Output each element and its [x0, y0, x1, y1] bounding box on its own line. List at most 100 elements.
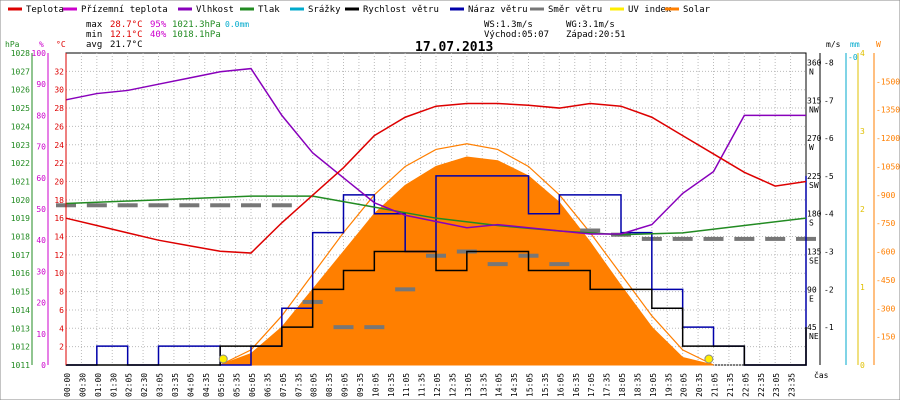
wind-dir-tick-4: 180 — [807, 210, 822, 219]
temperature-tick-11: 22 — [54, 159, 64, 168]
time-tick-30: 15:05 — [526, 373, 535, 397]
wind-dir-label-2: E — [809, 294, 814, 303]
pressure-tick-7: 1018 — [11, 233, 30, 242]
solar-tick-8: -1200 — [876, 134, 900, 143]
wind-speed-tick-6: -6 — [824, 134, 834, 143]
wind-speed-tick-7: -7 — [824, 96, 834, 105]
temperature-tick-8: 16 — [54, 214, 64, 223]
temperature-tick-12: 24 — [54, 141, 64, 150]
pressure-tick-1: 1012 — [11, 343, 30, 352]
temperature-tick-7: 14 — [54, 233, 64, 242]
stat-max-hum: 95% — [150, 20, 167, 30]
solar-unit: W — [876, 40, 881, 49]
pressure-tick-17: 1028 — [11, 49, 30, 58]
time-tick-26: 13:05 — [464, 373, 473, 397]
time-tick-32: 16:05 — [556, 373, 565, 397]
pressure-tick-6: 1017 — [11, 251, 30, 260]
wind-dir-mark-22 — [734, 236, 755, 241]
time-tick-17: 08:35 — [325, 373, 334, 397]
sun-marker-0 — [218, 354, 228, 364]
wind-dir-mark-2 — [117, 203, 138, 208]
legend-label-6: Náraz větru — [468, 5, 528, 15]
wind-speed-tick-2: -2 — [824, 285, 834, 294]
rain-tick-0: -0 — [848, 53, 858, 62]
time-tick-12: 06:05 — [248, 373, 257, 397]
wind-dir-mark-14 — [487, 262, 508, 267]
sunrise-time: Východ:05:07 — [484, 30, 549, 40]
wind-dir-tick-1: 45 — [807, 323, 817, 332]
sun-marker-1 — [704, 354, 714, 364]
time-tick-47: 23:35 — [788, 373, 797, 397]
wind-dir-mark-5 — [210, 203, 231, 208]
wind-dir-mark-16 — [549, 262, 570, 267]
humidity-tick-6: 60 — [36, 174, 46, 183]
legend-label-9: Solar — [683, 5, 711, 15]
legend-label-4: Srážky — [308, 5, 341, 15]
temperature-tick-6: 12 — [54, 251, 64, 260]
wind-dir-mark-9 — [333, 325, 354, 330]
wind-dir-label-4: S — [809, 219, 814, 228]
time-tick-33: 16:35 — [572, 373, 581, 397]
time-tick-0: 00:00 — [63, 373, 72, 397]
time-tick-40: 20:05 — [680, 373, 689, 397]
solar-tick-5: -750 — [876, 219, 895, 228]
time-tick-15: 07:35 — [294, 373, 303, 397]
humidity-tick-2: 20 — [36, 299, 46, 308]
time-tick-13: 06:35 — [263, 373, 272, 397]
temperature-tick-3: 6 — [59, 306, 64, 315]
humidity-unit: % — [39, 40, 44, 49]
axes-layer: 1011101210131014101510161017101810191020… — [11, 49, 900, 397]
pressure-tick-16: 1027 — [11, 67, 30, 76]
wind-speed-tick-5: -5 — [824, 172, 834, 181]
time-tick-46: 23:05 — [772, 373, 781, 397]
humidity-tick-8: 80 — [36, 111, 46, 120]
stat-max-press: 1021.3hPa — [172, 20, 221, 30]
wind-speed-tick-3: -3 — [824, 248, 834, 257]
time-tick-27: 13:35 — [479, 373, 488, 397]
time-tick-18: 09:05 — [341, 373, 350, 397]
wind-dir-label-6: W — [809, 143, 814, 152]
humidity-tick-4: 40 — [36, 236, 46, 245]
humidity-tick-5: 50 — [36, 205, 46, 214]
stat-min-press: 1018.1hPa — [172, 30, 221, 40]
uv-tick-3: 3 — [860, 127, 865, 136]
legend-label-7: Směr větru — [548, 5, 602, 15]
humidity-tick-1: 10 — [36, 330, 46, 339]
wind-dir-mark-3 — [148, 203, 169, 208]
humidity-tick-0: 0 — [41, 361, 46, 370]
time-tick-28: 14:05 — [495, 373, 504, 397]
time-tick-25: 12:35 — [448, 373, 457, 397]
info-layer: max 28.7°C 95% 1021.3hPa 0.0mm min 12.1°… — [5, 20, 881, 380]
pressure-tick-12: 1023 — [11, 141, 30, 150]
time-tick-29: 14:35 — [510, 373, 519, 397]
legend-label-0: Teplota — [26, 5, 64, 15]
wind-dir-tick-3: 135 — [807, 248, 822, 257]
stat-avg-label: avg — [86, 40, 102, 50]
time-tick-45: 22:35 — [757, 373, 766, 397]
uv-tick-2: 2 — [860, 205, 865, 214]
time-tick-6: 03:05 — [156, 373, 165, 397]
time-tick-5: 02:30 — [140, 373, 149, 397]
time-tick-11: 05:35 — [233, 373, 242, 397]
wind-dir-label-1: NE — [809, 332, 819, 341]
solar-tick-6: -900 — [876, 191, 895, 200]
wind-dir-mark-23 — [765, 236, 786, 241]
temperature-tick-1: 2 — [59, 343, 64, 352]
stat-avg-temp: 21.7°C — [110, 40, 143, 50]
temperature-tick-14: 28 — [54, 104, 64, 113]
uv-tick-0: 0 — [860, 361, 865, 370]
time-tick-14: 07:05 — [279, 373, 288, 397]
stat-max-rain: 0.0mm — [225, 20, 249, 29]
legend-label-1: Přízemní teplota — [81, 5, 168, 15]
wind-dir-mark-6 — [241, 203, 261, 208]
humidity-tick-10: 100 — [32, 49, 47, 58]
wind-speed-tick-8: -8 — [824, 58, 834, 67]
pressure-unit: hPa — [5, 40, 20, 49]
wind-dir-tick-6: 270 — [807, 134, 822, 143]
time-tick-16: 08:05 — [310, 373, 319, 397]
time-tick-19: 09:35 — [356, 373, 365, 397]
wind-dir-mark-21 — [703, 236, 724, 241]
time-tick-21: 10:35 — [387, 373, 396, 397]
time-tick-24: 12:05 — [433, 373, 442, 397]
solar-tick-2: -300 — [876, 304, 895, 313]
